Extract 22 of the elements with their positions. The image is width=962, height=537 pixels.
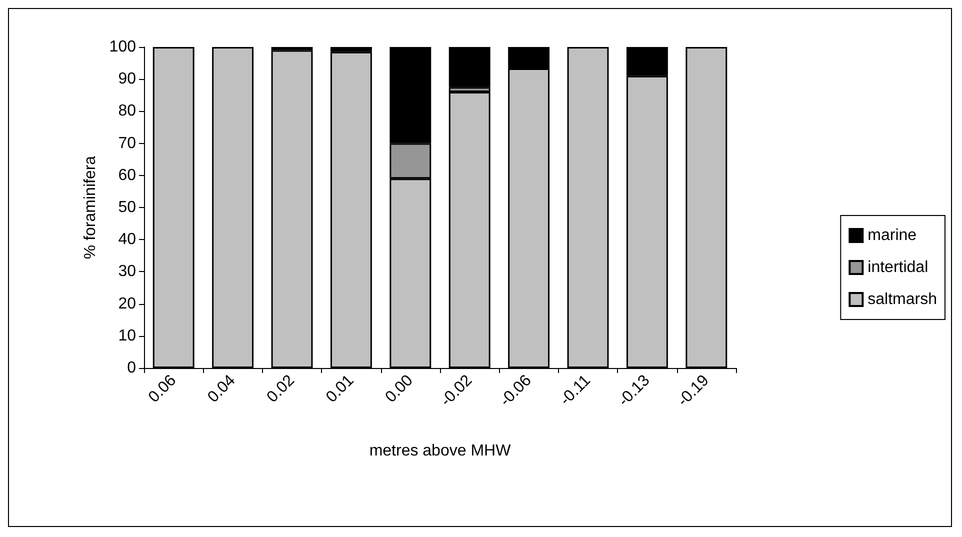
x-axis-title: metres above MHW: [369, 442, 512, 460]
x-tick-label: 0.06: [146, 372, 180, 406]
legend-label: intertidal: [868, 259, 928, 276]
y-tick-label: 0: [127, 360, 136, 376]
x-tick-label: 0.02: [264, 372, 298, 406]
x-tick-label: 0.04: [204, 372, 239, 406]
y-tick-label: 60: [118, 166, 136, 184]
y-tick-label: 70: [118, 134, 136, 152]
y-tick-label: 10: [118, 327, 136, 344]
y-tick-label: 30: [118, 263, 136, 280]
x-tick-label: 0.01: [323, 372, 358, 406]
y-tick-label: 100: [109, 38, 136, 56]
y-axis-title: % foraminifera: [82, 156, 99, 260]
legend-label: marine: [868, 227, 917, 244]
y-tick-label: 80: [118, 102, 136, 120]
y-tick-label: 50: [118, 199, 136, 216]
y-tick-label: 40: [118, 231, 136, 248]
legend-label: saltmarsh: [868, 291, 938, 308]
y-tick-label: 20: [118, 295, 136, 312]
x-tick-label: -0.11: [557, 372, 594, 409]
y-tick-label: 90: [118, 70, 136, 88]
x-tick-label: 0.00: [382, 372, 416, 406]
